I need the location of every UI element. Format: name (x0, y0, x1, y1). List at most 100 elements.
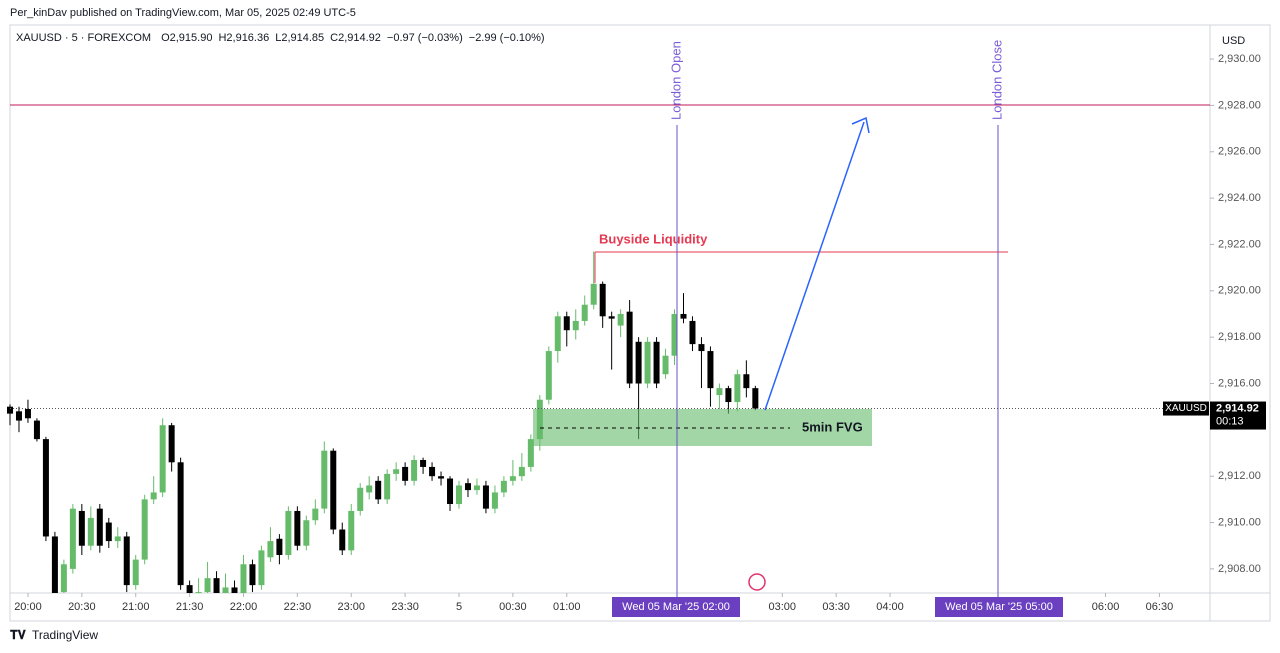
x-tick-label: 22:00 (230, 601, 258, 613)
x-tick-label: 23:00 (337, 601, 365, 613)
x-tick-label: 20:00 (14, 601, 42, 613)
candle-body (312, 508, 319, 521)
y-tick-label: 2,924.00 (1218, 192, 1261, 204)
buyside-label: Buyside Liquidity (599, 231, 708, 246)
session-label: London Open (668, 41, 683, 120)
footer: TradingView (32, 628, 98, 642)
y-tick-label: 2,912.00 (1218, 470, 1261, 482)
candle-body (24, 408, 31, 419)
candle-body (545, 351, 552, 400)
candle-body (285, 510, 292, 555)
x-tick-label: 06:00 (1092, 601, 1120, 613)
candle-body (680, 313, 687, 319)
candle-body (7, 406, 13, 414)
candle-body (438, 476, 445, 479)
arrow-head (851, 116, 870, 134)
price-tag-price: 2,914.92 (1216, 402, 1259, 414)
time-badge-label: Wed 05 Mar '25 02:00 (622, 601, 730, 613)
candle-body (482, 485, 489, 509)
ohlc-value: O2,915.90 (161, 32, 212, 44)
candle-body (366, 485, 373, 493)
candle-body (509, 476, 516, 481)
candle-body (743, 374, 750, 389)
ohlc-value: −2.99 (−0.10%) (469, 32, 545, 44)
candle-body (608, 316, 615, 319)
candle-body (249, 564, 256, 586)
candle-body (384, 473, 391, 500)
candle-body (231, 587, 238, 593)
x-tick-label: 23:30 (391, 601, 419, 613)
candle-body (689, 320, 696, 345)
plot (7, 251, 759, 594)
candle-body (447, 478, 454, 505)
price-tag-countdown: 00:13 (1216, 415, 1244, 427)
ohlc-value: L2,914.85 (275, 32, 324, 44)
time-badge (612, 597, 740, 617)
candle-body (752, 388, 759, 409)
candle-body (132, 559, 139, 586)
candle-body (473, 485, 480, 491)
candle-body (698, 344, 705, 352)
candle-body (294, 510, 301, 546)
candle-body (303, 520, 310, 546)
ohlc-value: H2,916.36 (218, 32, 269, 44)
ohlc-value: C2,914.92 (330, 32, 381, 44)
candle-body (572, 320, 579, 331)
candle-body (500, 480, 507, 493)
candle-body (195, 592, 202, 594)
candle-body (626, 311, 633, 384)
candle-body (87, 517, 94, 546)
candle-body (222, 587, 229, 593)
candle-body (321, 450, 328, 509)
y-tick-label: 2,908.00 (1218, 563, 1261, 575)
y-tick-label: 2,918.00 (1218, 331, 1261, 343)
candle-body (177, 462, 184, 586)
candle-body (725, 388, 732, 403)
candle-body (114, 536, 121, 542)
candle-body (276, 538, 283, 555)
x-tick-label: 21:30 (176, 601, 204, 613)
price-tag-bg (1163, 401, 1209, 416)
x-tick-label: 20:30 (68, 601, 96, 613)
time-badge-label: Wed 05 Mar '25 05:00 (945, 601, 1053, 613)
candle-body (123, 536, 130, 586)
time-badge (935, 597, 1063, 617)
event-icon (748, 573, 766, 591)
candle-body (69, 508, 76, 569)
candle-body (15, 411, 22, 421)
candle-body (186, 585, 193, 593)
candle-body (554, 316, 561, 352)
candle-body (420, 459, 427, 467)
x-tick-label: 03:30 (822, 601, 850, 613)
candle-body (141, 499, 148, 560)
candle-body (581, 304, 588, 321)
candle-body (168, 425, 175, 463)
candle-body (429, 466, 436, 477)
candle-body (563, 316, 570, 331)
x-tick-label: 00:30 (499, 601, 527, 613)
x-tick-label: 5 (456, 601, 462, 613)
candle-body (402, 466, 409, 481)
y-tick-label: 2,920.00 (1218, 285, 1261, 297)
candle-body (51, 536, 58, 593)
logo: 𝐓𝐕 (10, 628, 27, 642)
candle-body (240, 564, 247, 593)
candle-body (518, 466, 525, 477)
candle-body (330, 450, 337, 530)
candle-body (716, 388, 723, 396)
candle-body (150, 492, 157, 500)
candle-body (375, 480, 382, 500)
candle-body (96, 508, 103, 546)
y-tick-label: 2,922.00 (1218, 238, 1261, 250)
y-tick-label: 2,928.00 (1218, 99, 1261, 111)
candle-body (60, 564, 67, 593)
candle-body (617, 313, 624, 326)
frame (9, 24, 1271, 622)
x-tick-label: 03:00 (769, 601, 797, 613)
candle-body (456, 485, 462, 505)
session-label: London Close (989, 40, 1004, 120)
y-tick-label: 2,930.00 (1218, 53, 1261, 65)
y-tick-label: 2,916.00 (1218, 377, 1261, 389)
candle-body (258, 550, 265, 586)
